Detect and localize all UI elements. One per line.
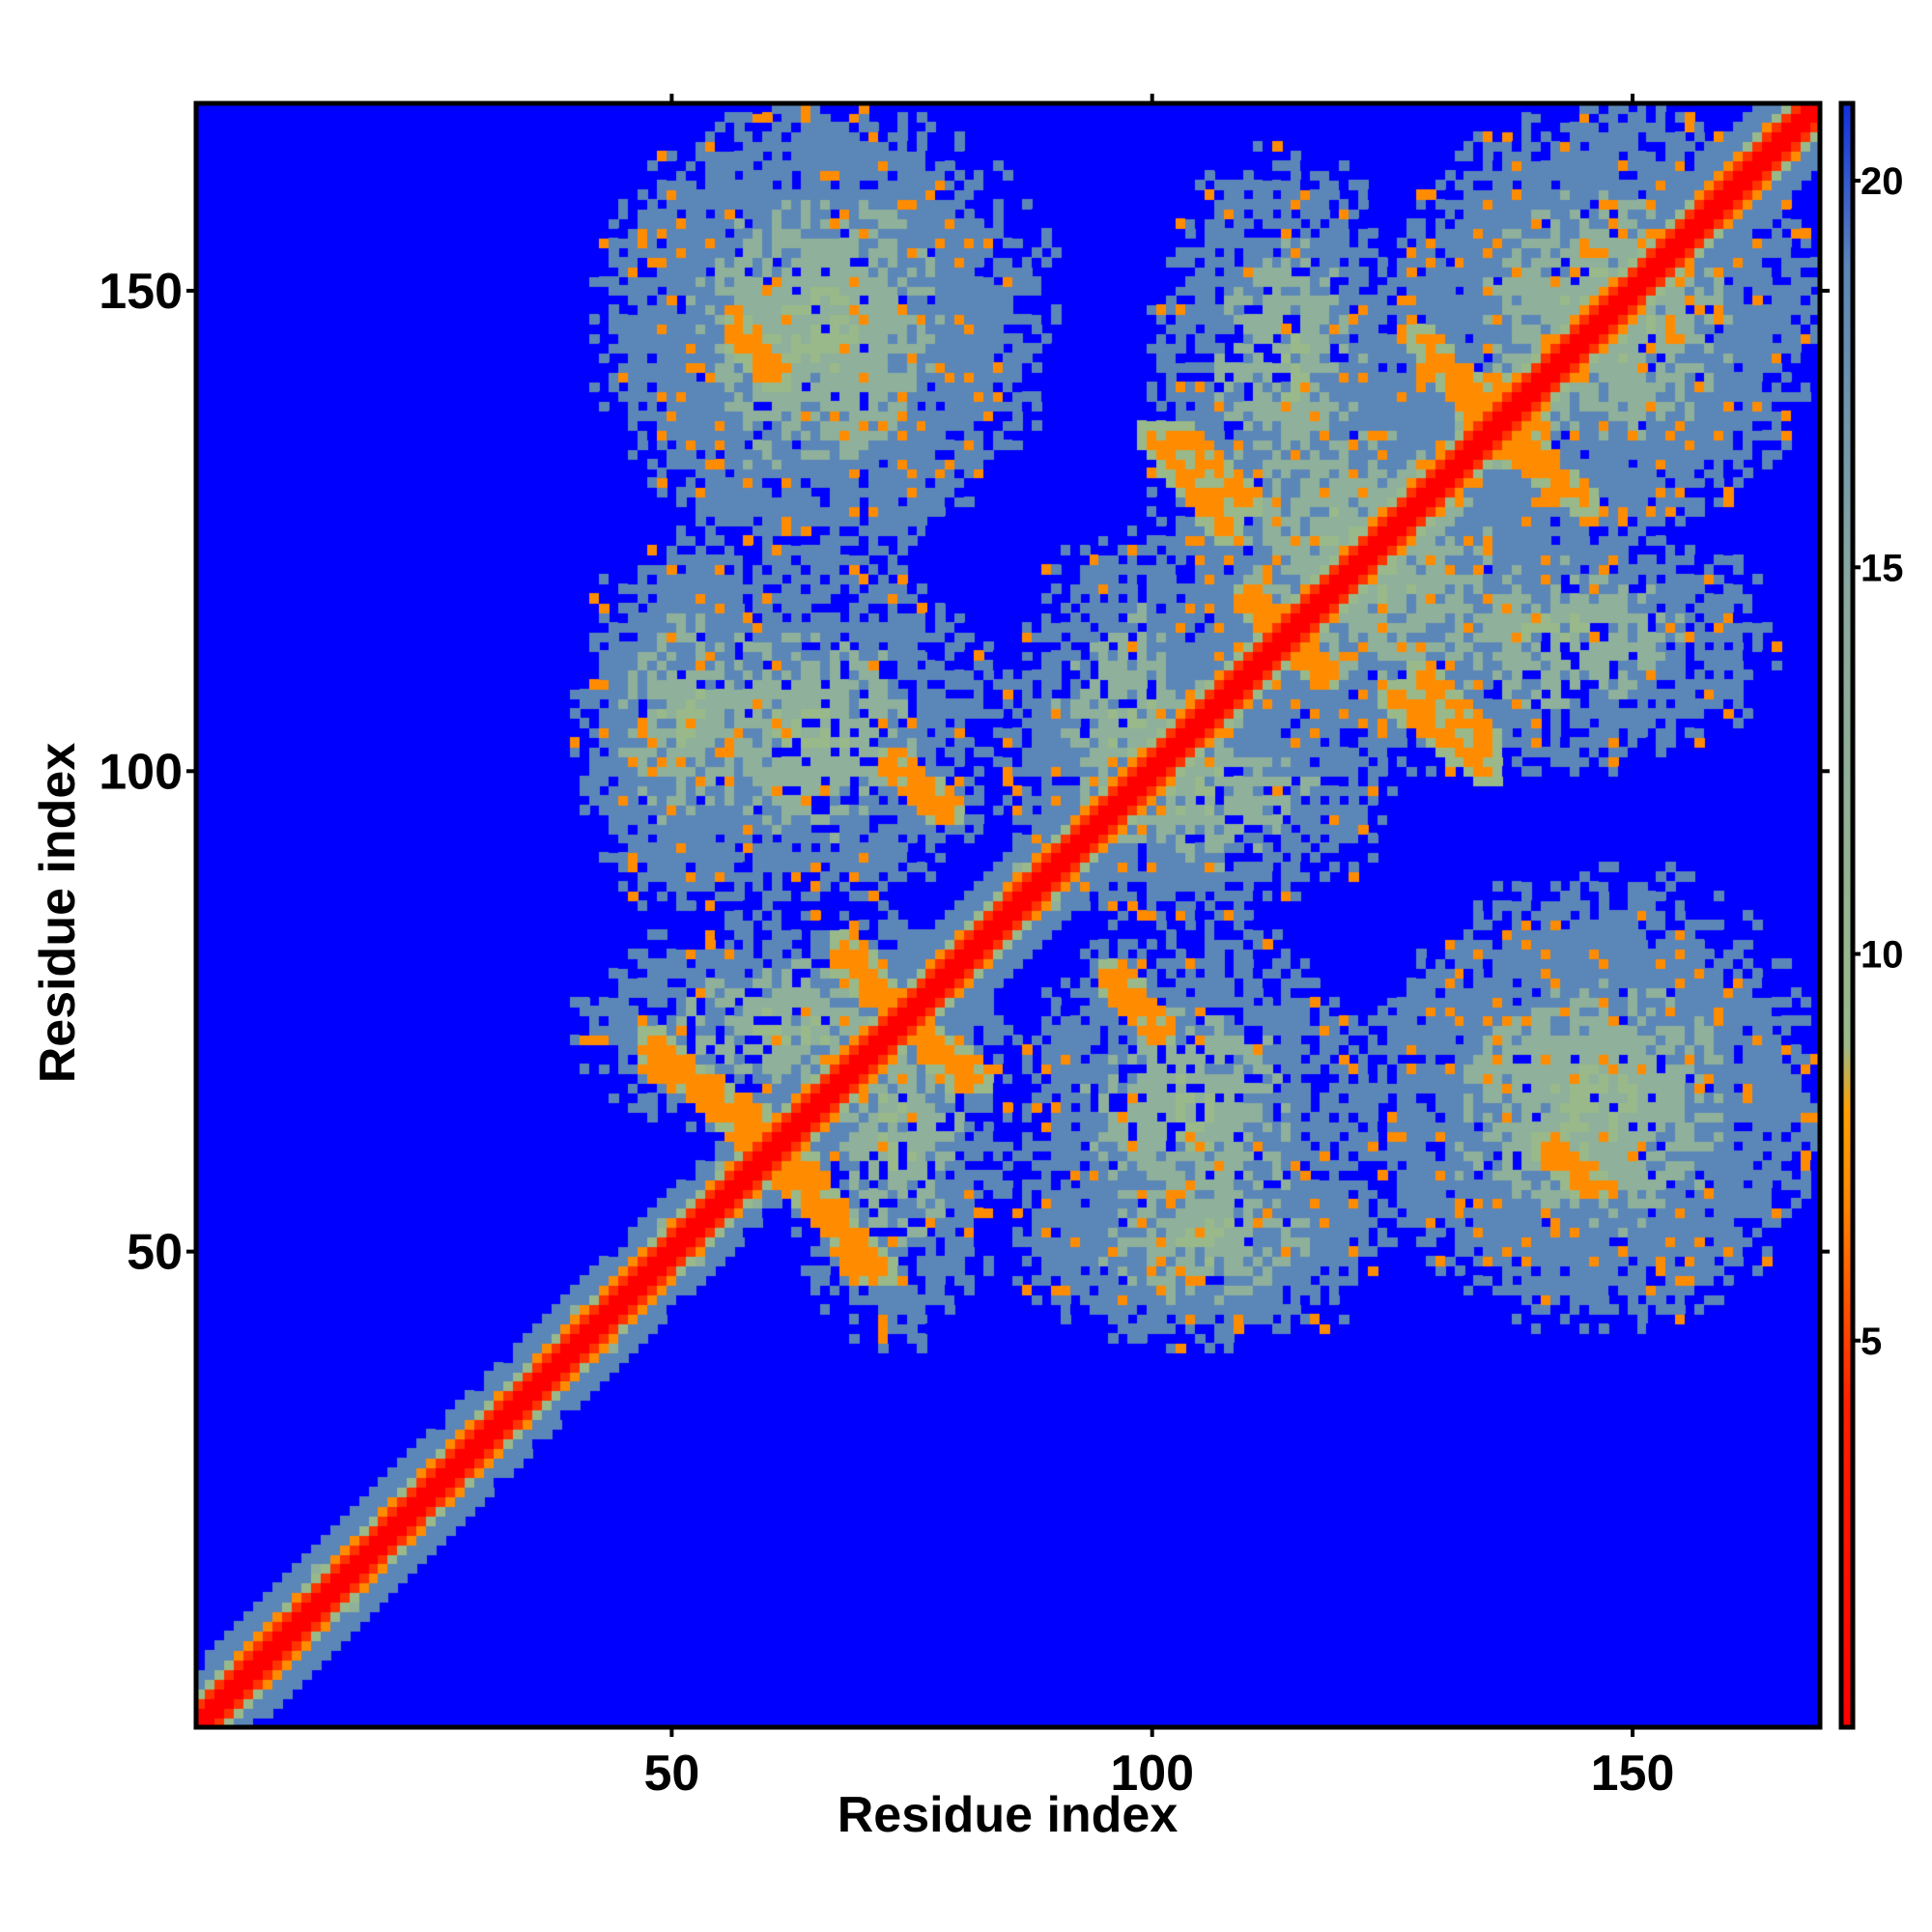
y-tick-label: 50 <box>127 1225 183 1281</box>
colorbar-tick-label: 15 <box>1861 547 1904 589</box>
x-tick-label: 150 <box>1591 1746 1675 1802</box>
colorbar-tick-label: 5 <box>1861 1321 1882 1363</box>
x-tick-label: 50 <box>643 1746 699 1802</box>
colorbar <box>1838 100 1856 1730</box>
colorbar-tick-label: 10 <box>1861 934 1904 977</box>
y-axis-label: Residue index <box>30 743 86 1084</box>
x-axis-label: Residue index <box>838 1787 1179 1843</box>
x-tick-label: 100 <box>1110 1746 1194 1802</box>
y-tick-label: 150 <box>99 264 183 320</box>
plot-border <box>193 100 1823 1730</box>
y-tick-label: 100 <box>99 744 183 800</box>
colorbar-tick-label: 20 <box>1861 160 1904 203</box>
heatmap-plot-area <box>196 103 1820 1727</box>
